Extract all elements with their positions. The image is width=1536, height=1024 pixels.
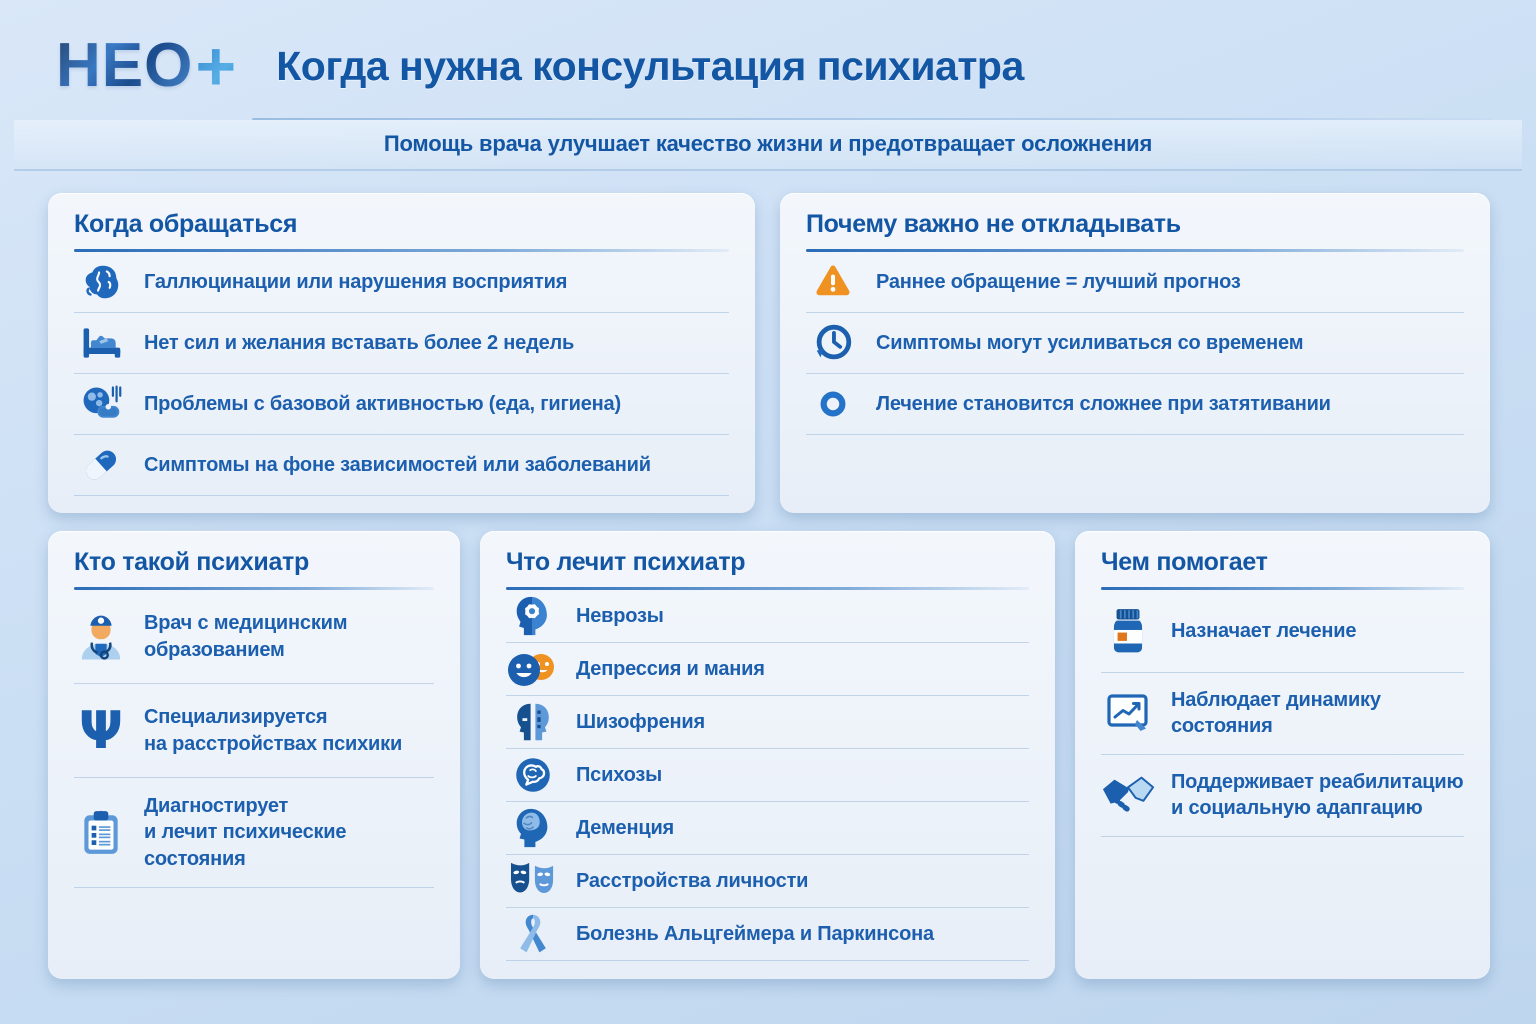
list-item-label: Симптомы могут усиливаться со временем (876, 331, 1304, 354)
brain-swirl-icon (506, 752, 560, 798)
list-item: Проблемы с базовой активностью (еда, гиг… (74, 374, 729, 435)
clock-icon (806, 320, 860, 366)
card-title: Когда обращаться (74, 210, 298, 238)
card-how-helps: Чем помогает Назначает лечение (1075, 531, 1490, 979)
list-item-label: Депрессия и мания (576, 657, 765, 680)
brain-icon (74, 259, 128, 305)
neo-plus-logo: НЕО + (56, 31, 236, 101)
list-item: Симптомы могут усиливаться со временем (806, 313, 1464, 374)
list-item: Лечение становится сложнее при затятиван… (806, 374, 1464, 435)
gear-icon (806, 381, 860, 427)
list-item-label: Диагностирует и лечит психические состоя… (144, 795, 347, 870)
list-item-label: Назначает лечение (1171, 619, 1357, 642)
list-item-label: Проблемы с базовой активностью (еда, гиг… (144, 392, 621, 415)
bed-icon (74, 321, 128, 365)
list-item: Неврозы (506, 590, 1029, 643)
handshake-icon (1101, 772, 1155, 818)
title-underline (806, 249, 1464, 252)
awareness-ribbon-icon (506, 911, 560, 957)
chart-icon (1101, 689, 1155, 737)
list-item-label: Психозы (576, 763, 662, 786)
header-divider (252, 118, 1492, 120)
list-item: Диагностирует и лечит психические состоя… (74, 778, 434, 889)
psi-icon: Ψ (78, 700, 124, 761)
list-item: Шизофрения (506, 696, 1029, 749)
page-title: Когда нужна консультация психиатра (276, 42, 1024, 89)
list-item-label: Наблюдает динамику состояния (1171, 689, 1381, 738)
logo-text: НЕО (56, 31, 194, 100)
card-why-not-delay: Почему важно не откладывать Раннее обращ… (780, 193, 1490, 513)
list-item: Наблюдает динамику состояния (1101, 673, 1464, 755)
list-item: Расстройства личности (506, 855, 1029, 908)
theater-masks-icon (506, 859, 560, 903)
list-item-label: Шизофрения (576, 710, 705, 733)
card-title: Чем помогает (1101, 548, 1268, 576)
card-title: Почему важно не откладывать (806, 210, 1181, 238)
meal-icon (74, 382, 128, 426)
list-item: Врач с медицинским образованием (74, 590, 434, 684)
card-who-is-psychiatrist: Кто такой психиатр Врач с медицин (48, 531, 460, 979)
list-item-label: Поддерживает реабилитацию и социальную а… (1171, 770, 1464, 820)
title-underline (1101, 587, 1464, 590)
list-item: Симптомы на фоне зависимостей или заболе… (74, 435, 729, 496)
list-item-label: Врач с медицинским образованием (144, 612, 348, 661)
title-underline (74, 587, 434, 590)
head-brain-icon (506, 805, 560, 851)
subtitle-band: Помощь врача улучшает качество жизни и п… (14, 120, 1522, 171)
list-item-label: Расстройства личности (576, 869, 809, 892)
list-item: Деменция (506, 802, 1029, 855)
card-when-to-seek-help: Когда обращаться Галлюцинации или наруше… (48, 193, 755, 513)
faces-icon (506, 647, 560, 691)
card-title: Кто такой психиатр (74, 548, 309, 576)
list-item: Раннее обращение = лучший прогноз (806, 252, 1464, 313)
list-item-label: Специализируется на расстройствах психик… (144, 706, 403, 755)
list-item-label: Галлюцинации или нарушения восприятия (144, 270, 568, 293)
list-item-label: Раннее обращение = лучший прогноз (876, 270, 1241, 293)
bottom-row: Кто такой психиатр Врач с медицин (48, 531, 1490, 979)
list-item: Поддерживает реабилитацию и социальную а… (1101, 755, 1464, 837)
list-item: Психозы (506, 749, 1029, 802)
list-item-label: Деменция (576, 816, 675, 839)
warning-icon (806, 260, 860, 304)
list-item: Ψ Специализируется на расстройствах псих… (74, 684, 434, 778)
list-item: Галлюцинации или нарушения восприятия (74, 252, 729, 313)
list-item-label: Лечение становится сложнее при затятиван… (876, 392, 1331, 415)
list-item-label: Неврозы (576, 604, 664, 627)
top-row: Когда обращаться Галлюцинации или наруше… (48, 193, 1490, 513)
list-item-label: Болезнь Альцгеймера и Паркинсона (576, 922, 934, 945)
list-item: Нет сил и желания вставать более 2 недел… (74, 313, 729, 374)
medicine-bottle-icon (1101, 604, 1155, 658)
page-subtitle: Помощь врача улучшает качество жизни и п… (383, 131, 1153, 156)
header: НЕО + Когда нужна консультация психиатра (0, 0, 1536, 112)
plus-icon: + (195, 27, 237, 105)
card-title: Что лечит психиатр (506, 548, 746, 576)
doctor-icon (74, 609, 128, 665)
list-item-label: Симптомы на фоне зависимостей или заболе… (144, 453, 651, 476)
list-item: Болезнь Альцгеймера и Паркинсона (506, 908, 1029, 961)
head-gear-icon (506, 593, 560, 639)
card-what-psychiatrist-treats: Что лечит психиатр (480, 531, 1055, 979)
split-head-icon (506, 699, 560, 745)
title-underline (74, 249, 729, 252)
list-item: Назначает лечение (1101, 590, 1464, 673)
pill-icon (74, 442, 128, 488)
clipboard-icon (74, 808, 128, 858)
list-item-label: Нет сил и желания вставать более 2 недел… (144, 331, 575, 354)
title-underline (506, 587, 1029, 590)
list-item: Депрессия и мания (506, 643, 1029, 696)
